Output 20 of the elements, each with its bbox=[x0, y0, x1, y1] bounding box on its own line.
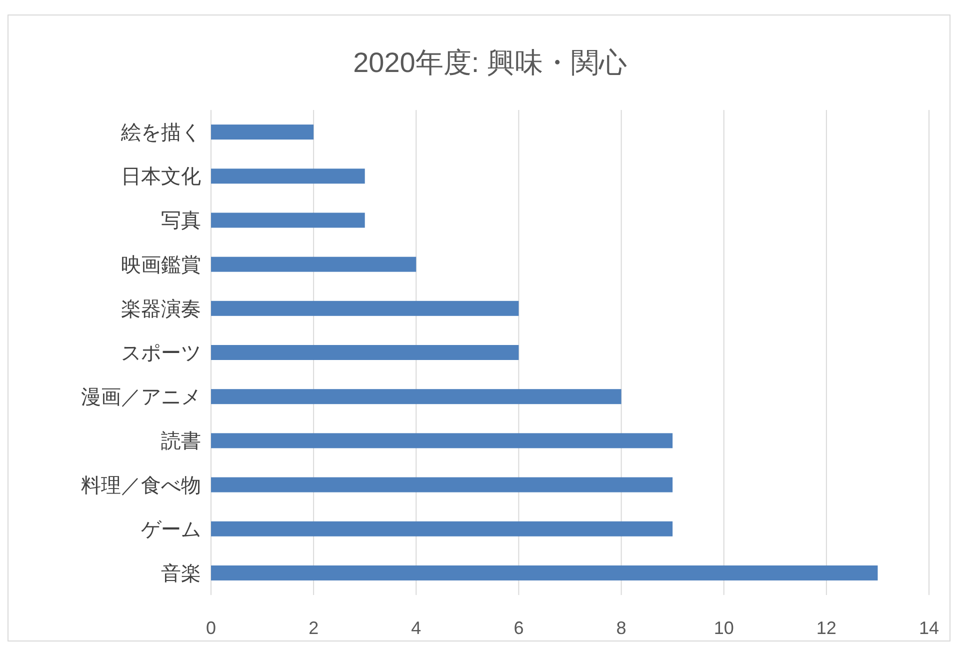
xtick: 12 bbox=[816, 618, 836, 638]
ytick: 日本文化 bbox=[121, 166, 201, 188]
xtick: 0 bbox=[206, 618, 216, 638]
title: 2020年度: 興味・関心 bbox=[353, 47, 627, 78]
ytick: 料理／食べ物 bbox=[81, 474, 201, 497]
ytick: 読書 bbox=[161, 430, 201, 453]
xtick: 8 bbox=[616, 618, 626, 638]
xtick: 2 bbox=[308, 618, 319, 638]
ytick: ゲーム bbox=[141, 518, 201, 541]
ytick: 絵を描く bbox=[121, 122, 201, 144]
xtick: 14 bbox=[918, 618, 940, 638]
ytick: 映画鑑賞 bbox=[121, 254, 201, 276]
ytick: スポーツ bbox=[121, 342, 201, 364]
ytick: 音楽 bbox=[161, 562, 201, 585]
xtick: 6 bbox=[514, 618, 524, 638]
ytick: 楽器演奏 bbox=[121, 298, 201, 320]
xtick: 10 bbox=[714, 618, 734, 638]
ytick: 漫画／アニメ bbox=[81, 386, 201, 409]
xtick: 4 bbox=[411, 618, 422, 638]
ytick: 写真 bbox=[161, 210, 201, 232]
